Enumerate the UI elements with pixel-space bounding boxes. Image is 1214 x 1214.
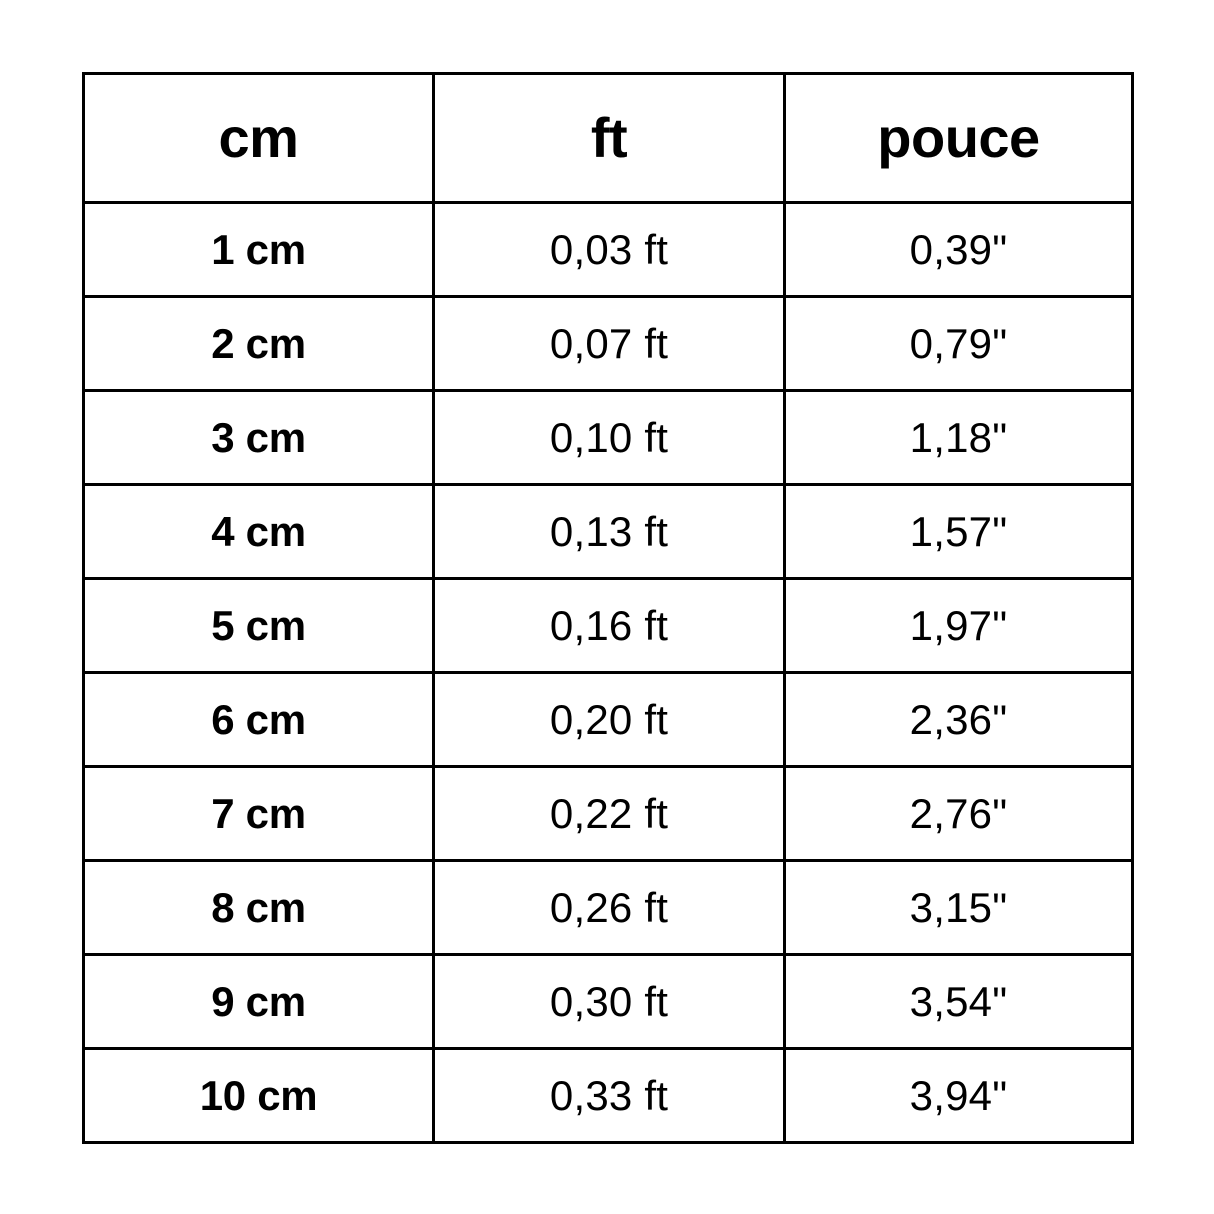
cell-pouce-value: 3,94" <box>783 1047 1134 1144</box>
cell-pouce-value: 1,57" <box>783 483 1134 580</box>
table-row: 9 cm 0,30 ft 3,54" <box>82 953 1134 1050</box>
cell-pouce-value: 2,76" <box>783 765 1134 862</box>
cell-ft-value: 0,13 ft <box>432 483 786 580</box>
column-header-cm: cm <box>82 72 435 204</box>
cell-ft-value: 0,07 ft <box>432 295 786 392</box>
cell-cm-value: 1 cm <box>82 201 435 298</box>
table-row: 2 cm 0,07 ft 0,79" <box>82 295 1134 392</box>
cell-pouce-value: 1,97" <box>783 577 1134 674</box>
cell-ft-value: 0,20 ft <box>432 671 786 768</box>
table-row: 5 cm 0,16 ft 1,97" <box>82 577 1134 674</box>
cell-pouce-value: 3,15" <box>783 859 1134 956</box>
cell-cm-value: 6 cm <box>82 671 435 768</box>
cell-ft-value: 0,26 ft <box>432 859 786 956</box>
cell-pouce-value: 3,54" <box>783 953 1134 1050</box>
table-header: cm ft pouce <box>82 72 1134 204</box>
cell-cm-value: 3 cm <box>82 389 435 486</box>
cell-cm-value: 4 cm <box>82 483 435 580</box>
cell-ft-value: 0,30 ft <box>432 953 786 1050</box>
cell-pouce-value: 1,18" <box>783 389 1134 486</box>
table-row: 6 cm 0,20 ft 2,36" <box>82 671 1134 768</box>
cell-pouce-value: 0,39" <box>783 201 1134 298</box>
table-row: 4 cm 0,13 ft 1,57" <box>82 483 1134 580</box>
cell-cm-value: 2 cm <box>82 295 435 392</box>
column-header-pouce: pouce <box>783 72 1134 204</box>
table-row: 10 cm 0,33 ft 3,94" <box>82 1047 1134 1144</box>
table-row: 8 cm 0,26 ft 3,15" <box>82 859 1134 956</box>
cell-ft-value: 0,10 ft <box>432 389 786 486</box>
table-row: 7 cm 0,22 ft 2,76" <box>82 765 1134 862</box>
cell-cm-value: 7 cm <box>82 765 435 862</box>
table-row: 3 cm 0,10 ft 1,18" <box>82 389 1134 486</box>
table-body: 1 cm 0,03 ft 0,39" 2 cm 0,07 ft 0,79" 3 cm 0,10… <box>82 201 1134 1144</box>
table-row: 1 cm 0,03 ft 0,39" <box>82 201 1134 298</box>
cell-ft-value: 0,03 ft <box>432 201 786 298</box>
cell-cm-value: 5 cm <box>82 577 435 674</box>
cell-pouce-value: 0,79" <box>783 295 1134 392</box>
column-header-ft: ft <box>432 72 786 204</box>
cell-cm-value: 8 cm <box>82 859 435 956</box>
cell-cm-value: 9 cm <box>82 953 435 1050</box>
cell-ft-value: 0,16 ft <box>432 577 786 674</box>
header-row: cm ft pouce <box>82 72 1134 204</box>
cell-ft-value: 0,22 ft <box>432 765 786 862</box>
cm-to-ft-inch-conversion-table: cm ft pouce 1 cm 0,03 ft 0,39" 2 cm 0,07 ft 0… <box>82 72 1134 1144</box>
cell-pouce-value: 2,36" <box>783 671 1134 768</box>
cell-ft-value: 0,33 ft <box>432 1047 786 1144</box>
cell-cm-value: 10 cm <box>82 1047 435 1144</box>
